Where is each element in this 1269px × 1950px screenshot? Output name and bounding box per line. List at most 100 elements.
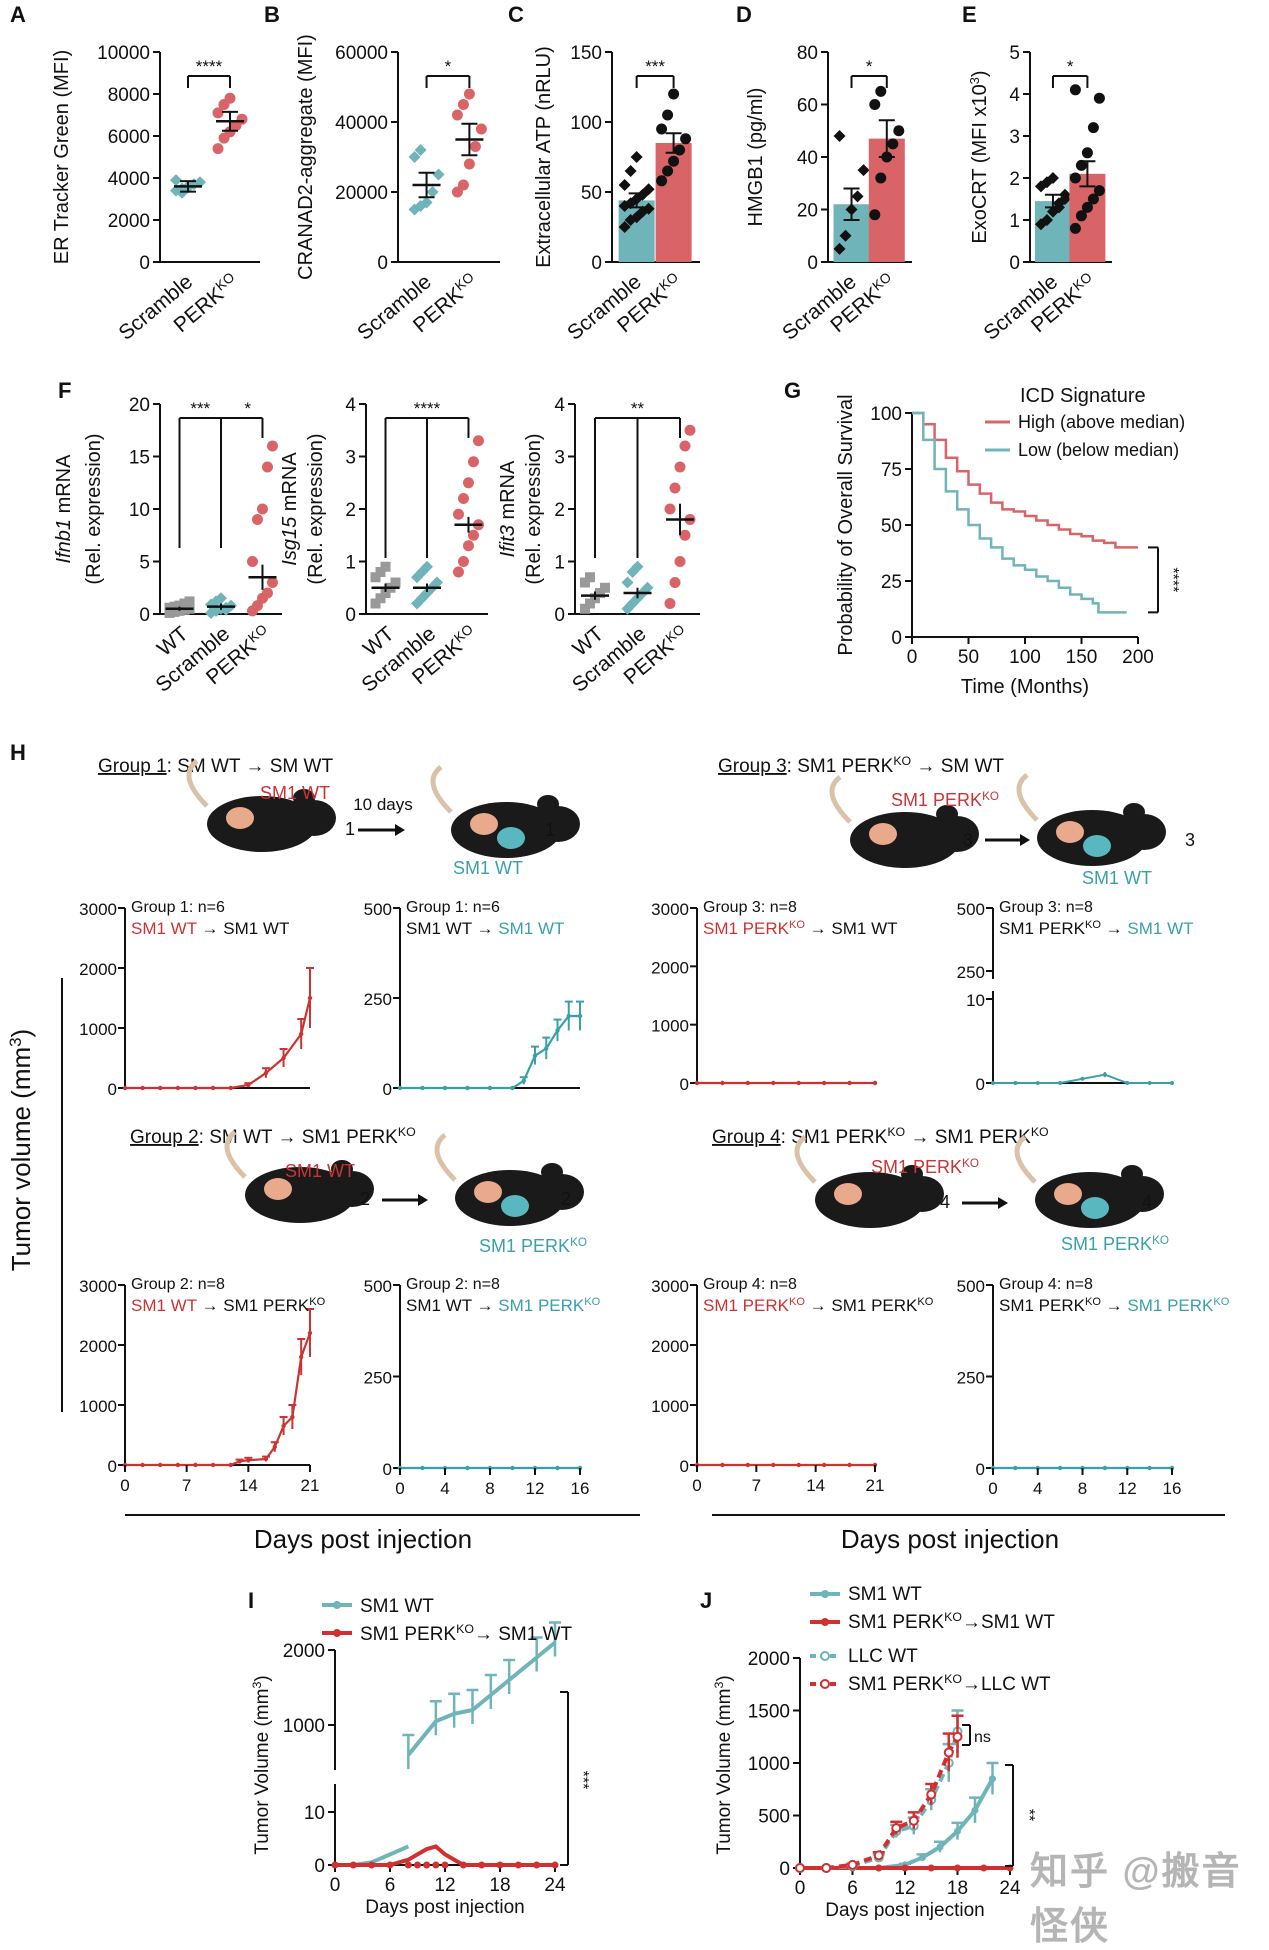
- label-part: ExoCRT (MFI x10: [969, 84, 991, 243]
- y-tick-label: 4: [554, 395, 565, 416]
- data-point: [600, 582, 610, 593]
- data-point: [669, 577, 681, 588]
- mouse-ear: [537, 795, 559, 813]
- y-axis-label: (Rel. expression): [305, 433, 327, 584]
- y-tick-label: 3: [1009, 127, 1020, 148]
- label-part: Tumor Volume (mm: [252, 1689, 273, 1855]
- x-tick-label: 8: [1078, 1479, 1087, 1498]
- y-tick-label: 75: [881, 460, 902, 481]
- data-point: [893, 125, 905, 137]
- y-tick-label: 40: [797, 148, 818, 169]
- data-point: [821, 1863, 832, 1873]
- significance-label: **: [1020, 1809, 1037, 1821]
- label-part: KO: [570, 1236, 587, 1249]
- data-point: [795, 1863, 805, 1873]
- data-point: [595, 588, 605, 598]
- data-point: [694, 1080, 700, 1086]
- subplot-label: Group 1: n=6: [131, 899, 225, 916]
- legend-marker: [333, 1601, 341, 1609]
- mouse-implant-left: [1054, 1183, 1082, 1205]
- y-axis-label: Isg15 mRNA: [279, 452, 301, 566]
- data-point: [307, 1330, 313, 1336]
- data-point: [1013, 1081, 1018, 1085]
- data-point: [457, 99, 469, 110]
- y-tick-label: 2000: [79, 1337, 117, 1356]
- data-point: [122, 1085, 128, 1091]
- data-point: [533, 1861, 541, 1869]
- label-part: KO: [1031, 1125, 1049, 1139]
- data-point: [256, 503, 268, 515]
- legend-label: SM1 PERKKO→SM1 WT: [848, 1610, 1055, 1633]
- data-point: [1040, 214, 1053, 226]
- data-point: [475, 123, 487, 135]
- data-point: [212, 107, 224, 119]
- label-part: 3: [967, 77, 982, 84]
- mouse-ear: [936, 805, 958, 823]
- y-tick-label: 1: [1009, 211, 1020, 232]
- y-tick-label: 2: [1009, 169, 1020, 190]
- x-tick-label: 7: [182, 1476, 191, 1495]
- y-tick-label: 0: [1009, 253, 1020, 274]
- label-part: SM1 PERK: [891, 790, 982, 810]
- label-part: SM1 WT: [406, 1296, 472, 1315]
- data-point: [745, 1462, 751, 1468]
- label-part: SM1 PERK: [999, 1296, 1086, 1315]
- x-tick-label: 0: [692, 1476, 701, 1495]
- survival-curve-low: [912, 411, 1127, 614]
- data-point: [847, 1859, 858, 1870]
- label-part: →: [472, 919, 498, 938]
- x-tick-label: 14: [806, 1476, 825, 1495]
- data-point: [875, 172, 887, 184]
- label-part: KO: [398, 1125, 416, 1139]
- data-point: [298, 1354, 304, 1360]
- subplot-label: Group 3: n=8: [999, 899, 1093, 916]
- mouse-head: [1120, 1176, 1164, 1212]
- x-tick-label: 21: [301, 1476, 320, 1495]
- data-point: [210, 1462, 216, 1468]
- label-part: KO: [789, 1296, 805, 1308]
- y-tick-label: 5: [1009, 43, 1020, 64]
- mouse-implant-right: [501, 1195, 529, 1217]
- data-point: [215, 592, 227, 605]
- label-part: SM1 PERK: [1061, 1234, 1152, 1254]
- data-point: [331, 1861, 339, 1869]
- x-tick-label: 12: [526, 1479, 545, 1498]
- data-point: [943, 1747, 954, 1758]
- mouse-implant-left: [1056, 821, 1084, 843]
- subplot-label: Group 2: n=8: [131, 1276, 225, 1293]
- data-point: [621, 576, 634, 589]
- mouse-ear: [901, 1165, 923, 1183]
- panel-label: D: [736, 2, 752, 27]
- data-point: [1087, 122, 1099, 134]
- data-point: [926, 1789, 937, 1800]
- significance-label: ****: [196, 57, 223, 76]
- y-tick-label: 0: [377, 253, 388, 274]
- data-point: [679, 529, 691, 541]
- panel-label: F: [58, 378, 71, 403]
- x-tick-label: 24: [544, 1875, 566, 1896]
- label-part: 3: [712, 1682, 726, 1689]
- data-point: [1170, 1081, 1174, 1085]
- data-point: [1013, 1465, 1018, 1471]
- y-tick-label: 2000: [748, 1649, 790, 1670]
- subplot-label: Group 4: n=8: [703, 1276, 797, 1293]
- y-tick-label: 250: [364, 1369, 392, 1388]
- group-number: 3: [1185, 830, 1195, 850]
- data-point: [952, 1731, 963, 1742]
- data-point: [669, 482, 681, 494]
- data-point: [991, 1081, 995, 1085]
- data-point: [175, 1085, 181, 1091]
- data-point: [642, 183, 655, 196]
- data-point: [465, 1085, 470, 1091]
- label-part: : SM1 PERK: [781, 1127, 888, 1148]
- data-point: [1102, 1072, 1107, 1077]
- label-part: Ifnb1: [53, 519, 75, 563]
- mouse-tail: [430, 765, 453, 814]
- group-title: Group 1: SM WT → SM WT: [98, 756, 333, 777]
- y-axis-label: Tumor Volume (mm3): [250, 1675, 273, 1854]
- label-part: mRNA: [497, 460, 519, 525]
- y-tick-label: 500: [364, 1277, 392, 1296]
- data-point: [487, 1085, 493, 1091]
- label-part: →: [1101, 1296, 1127, 1315]
- mouse-head: [900, 1176, 944, 1212]
